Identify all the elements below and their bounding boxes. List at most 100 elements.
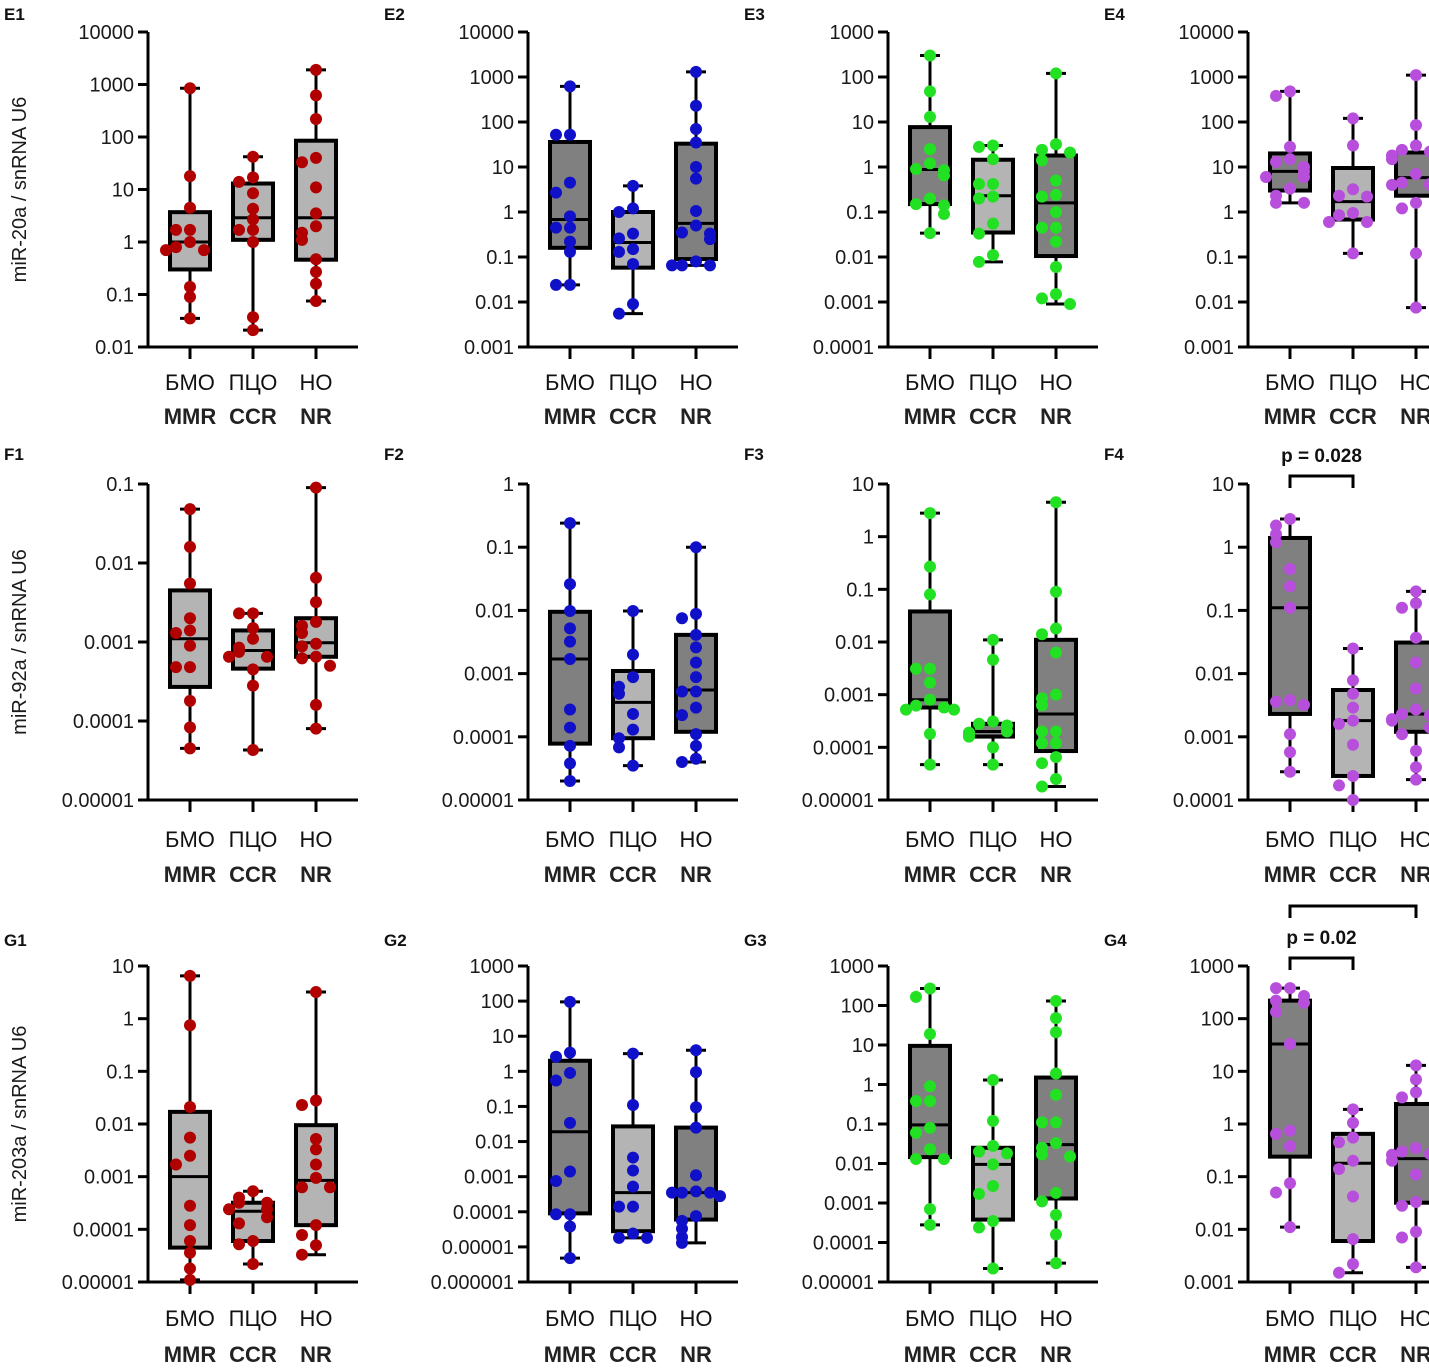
data-point: [1064, 146, 1076, 159]
data-point: [1050, 585, 1062, 598]
x-tick-label-ru: НО: [300, 827, 333, 852]
data-point: [247, 1185, 259, 1198]
data-point: [987, 249, 999, 262]
iqr-box: [611, 1124, 655, 1234]
x-tick-label-ru: БМО: [545, 827, 595, 852]
panel-label: F4: [1104, 445, 1124, 464]
data-point: [924, 727, 936, 740]
y-tick-label: 10: [112, 956, 134, 978]
data-point: [564, 739, 576, 752]
data-point: [184, 1235, 196, 1248]
data-point: [1050, 206, 1062, 218]
x-tick-label-ru: БМО: [905, 827, 955, 852]
data-point: [247, 236, 259, 248]
data-point: [324, 659, 336, 672]
data-point: [1050, 1186, 1062, 1199]
data-point: [704, 233, 716, 246]
data-point: [247, 743, 259, 756]
data-point: [1050, 622, 1062, 635]
panel-label: G3: [744, 931, 767, 950]
data-point: [910, 699, 922, 712]
y-tick-label: 0.001: [464, 1167, 514, 1189]
box-ccr: [231, 150, 275, 337]
y-tick-label: 1: [503, 202, 514, 224]
data-point: [564, 1165, 576, 1178]
y-tick-label: 100: [1201, 1009, 1234, 1031]
data-point: [1386, 178, 1398, 191]
data-point: [1064, 298, 1076, 311]
y-tick-label: 1000: [90, 75, 135, 97]
box-ccr: [223, 607, 275, 756]
data-point: [627, 648, 639, 661]
data-point: [690, 1101, 702, 1114]
data-point: [564, 128, 576, 141]
panel-label: G4: [1104, 931, 1127, 950]
data-point: [160, 244, 172, 257]
x-tick-label-en: MMR: [904, 862, 957, 887]
data-point: [1410, 1196, 1422, 1209]
data-point: [987, 217, 999, 230]
data-point: [1347, 1233, 1359, 1246]
data-point: [184, 661, 196, 674]
data-point: [627, 1200, 639, 1213]
y-tick-label: 0.0001: [813, 737, 874, 759]
y-tick-label: 0.1: [1206, 600, 1234, 622]
x-tick-label-ru: НО: [1040, 827, 1073, 852]
y-tick-label: 10: [1212, 157, 1234, 179]
data-point: [1050, 994, 1062, 1007]
data-point: [1347, 674, 1359, 687]
box-mmr: [900, 507, 960, 771]
data-point: [310, 1239, 322, 1252]
data-point: [690, 739, 702, 752]
data-point: [296, 1098, 308, 1111]
box-mmr: [548, 995, 592, 1265]
data-point: [613, 687, 625, 700]
data-point: [690, 99, 702, 112]
y-tick-label: 0.001: [1184, 1272, 1234, 1294]
x-tick-label-en: MMR: [904, 1342, 957, 1367]
data-point: [924, 676, 936, 689]
y-tick-label: 1000: [470, 67, 515, 89]
data-point: [1386, 714, 1398, 727]
data-point: [924, 662, 936, 675]
data-point: [627, 298, 639, 311]
data-point: [1036, 780, 1048, 793]
data-point: [1270, 196, 1282, 209]
data-point: [1333, 1266, 1345, 1279]
data-point: [564, 221, 576, 234]
data-point: [1410, 1261, 1422, 1274]
data-point: [1270, 1186, 1282, 1199]
box-nr: [1034, 994, 1078, 1270]
data-point: [1424, 709, 1429, 722]
data-point: [924, 693, 936, 706]
y-tick-label: 10: [112, 180, 134, 202]
data-point: [184, 1019, 196, 1032]
y-tick-label: 1000: [830, 956, 875, 978]
data-point: [1410, 139, 1422, 152]
data-point: [627, 1098, 639, 1111]
data-point: [627, 671, 639, 684]
data-point: [564, 278, 576, 291]
data-point: [184, 1149, 196, 1162]
iqr-box: [168, 1109, 212, 1250]
data-point: [233, 1196, 245, 1209]
data-point: [564, 757, 576, 770]
box-nr: [1034, 67, 1078, 311]
x-tick-label-ru: БМО: [545, 370, 595, 395]
y-tick-label: 0.00001: [802, 1272, 874, 1294]
data-point: [924, 560, 936, 573]
data-point: [247, 632, 259, 645]
data-point: [184, 1273, 196, 1286]
data-point: [184, 624, 196, 637]
data-point: [676, 1236, 688, 1249]
data-point: [924, 758, 936, 771]
data-point: [564, 176, 576, 189]
y-axis-label: miR-92a / snRNA U6: [9, 549, 31, 735]
y-tick-label: 1000: [830, 22, 875, 44]
data-point: [690, 628, 702, 641]
data-point: [1284, 563, 1296, 576]
x-tick-label-en: MMR: [1264, 404, 1317, 429]
data-point: [1284, 1221, 1296, 1234]
data-point: [1424, 178, 1429, 191]
panel-label: F2: [384, 445, 404, 464]
